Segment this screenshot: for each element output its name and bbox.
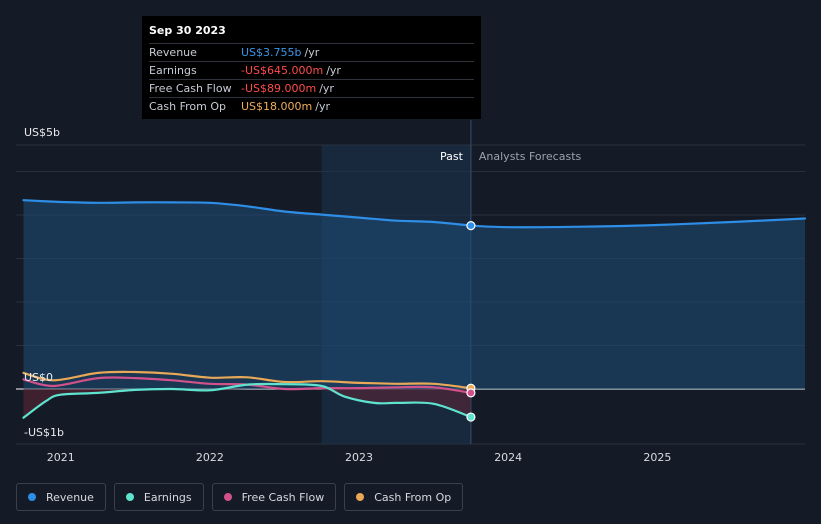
x-tick-label: 2023	[345, 451, 373, 464]
legend-dot-icon	[223, 493, 232, 501]
forecast-label: Analysts Forecasts	[479, 150, 582, 163]
tooltip-unit: /yr	[315, 100, 330, 113]
x-tick-label: 2021	[47, 451, 75, 464]
tooltip-value: US$3.755b	[241, 46, 302, 59]
legend-label: Earnings	[143, 490, 192, 504]
tooltip-value: US$18.000m	[241, 100, 313, 113]
legend-label: Revenue	[46, 490, 94, 504]
chart-markers	[466, 221, 476, 422]
tooltip-unit: /yr	[319, 82, 334, 95]
tooltip-panel: Sep 30 2023 Revenue US$3.755b /yr Earnin…	[142, 16, 481, 119]
tooltip-row-free-cash-flow: Free Cash Flow -US$89.000m /yr	[149, 79, 474, 97]
earnings-negative-area	[23, 389, 471, 418]
chart-lines	[22, 199, 807, 419]
tooltip-label: Free Cash Flow	[149, 82, 232, 95]
tooltip-row-earnings: Earnings -US$645.000m /yr	[149, 61, 474, 79]
revenue-area	[23, 200, 805, 389]
x-tick-label: 2024	[494, 451, 522, 464]
tooltip-date: Sep 30 2023	[149, 24, 226, 37]
legend-dot-icon	[125, 493, 134, 501]
chart-labels: US$5b US$0 -US$1b 2021 2022 2023 2024 2025 Past A…	[24, 126, 671, 464]
x-tick-label: 2025	[643, 451, 671, 464]
legend-label: Cash From Op	[374, 490, 452, 504]
tooltip-row-cash-from-op: Cash From Op US$18.000m /yr	[149, 97, 474, 115]
legend-item-free-cash-flow[interactable]: Free Cash Flow	[211, 483, 337, 511]
legend-label: Free Cash Flow	[241, 490, 325, 504]
tooltip-label: Revenue	[149, 46, 197, 59]
y-tick-label: -US$1b	[24, 426, 64, 439]
series-line-earnings	[22, 382, 472, 419]
series-line-revenue	[22, 199, 472, 227]
chart-legend: Revenue Earnings Free Cash Flow Cash Fro…	[16, 483, 464, 511]
legend-item-cash-from-op[interactable]: Cash From Op	[344, 483, 464, 511]
past-label: Past	[440, 150, 464, 163]
tooltip-value: -US$89.000m	[241, 82, 317, 95]
series-line-cash-from-op	[22, 370, 472, 390]
series-forecast-line-revenue	[469, 217, 807, 229]
tooltip-row-revenue: Revenue US$3.755b /yr	[149, 43, 474, 61]
series-point-revenue	[466, 221, 476, 231]
tooltip-unit: /yr	[326, 64, 341, 77]
series-point-free-cash-flow	[466, 388, 476, 398]
chart-areas	[23, 200, 805, 418]
x-tick-label: 2022	[196, 451, 224, 464]
tooltip-label: Earnings	[149, 64, 197, 77]
legend-item-earnings[interactable]: Earnings	[113, 483, 204, 511]
y-tick-label: US$5b	[24, 126, 60, 139]
series-point-earnings	[466, 412, 476, 422]
legend-dot-icon	[28, 493, 36, 501]
legend-dot-icon	[356, 493, 365, 501]
tooltip-label: Cash From Op	[149, 100, 227, 113]
tooltip-unit: /yr	[304, 46, 320, 59]
legend-item-revenue[interactable]: Revenue	[16, 483, 106, 511]
tooltip-value: -US$645.000m	[241, 64, 324, 77]
y-tick-label: US$0	[24, 371, 53, 384]
